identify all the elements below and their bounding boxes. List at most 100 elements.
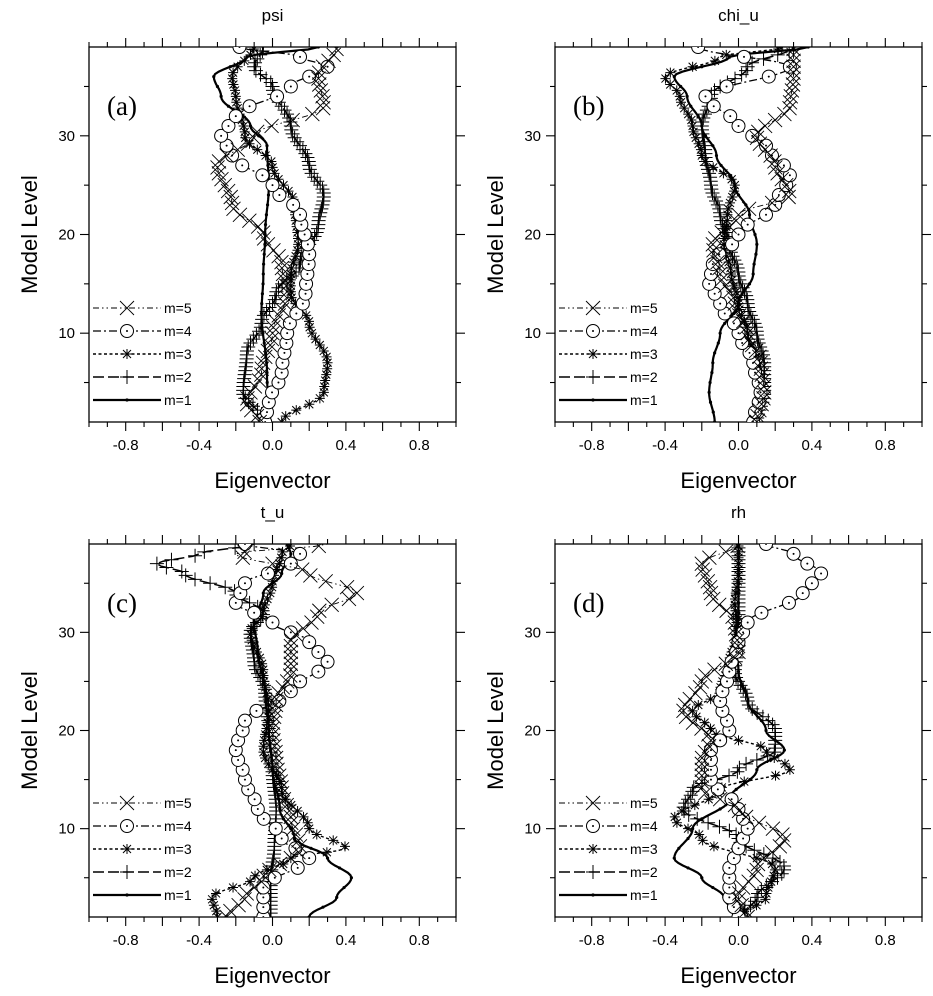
data-point [739, 906, 750, 917]
legend-marker [586, 865, 600, 879]
data-point [263, 242, 267, 246]
data-point [245, 629, 256, 640]
data-point [718, 239, 729, 250]
data-point [697, 744, 713, 760]
data-point [695, 115, 710, 129]
data-point [731, 207, 746, 223]
data-point [243, 402, 259, 418]
data-point [749, 324, 764, 339]
data-point [283, 632, 299, 648]
data-point [322, 363, 333, 374]
x-tick-label: 0.0 [262, 932, 283, 949]
data-point [247, 605, 262, 620]
data-point [763, 882, 774, 893]
data-point [708, 162, 719, 173]
data-point [320, 654, 335, 669]
series-markers-m4 [691, 47, 797, 422]
data-point [782, 94, 798, 110]
data-point [676, 805, 687, 816]
data-point [313, 83, 329, 98]
data-point [298, 286, 313, 301]
data-point [265, 144, 269, 148]
legend-marker [120, 819, 134, 833]
data-point [266, 193, 271, 197]
data-point [238, 120, 249, 131]
data-point [293, 239, 304, 250]
data-point [770, 770, 781, 781]
data-point [280, 571, 284, 576]
data-point [304, 316, 314, 327]
data-point [728, 213, 744, 229]
data-point [685, 784, 700, 799]
data-point [293, 138, 308, 153]
data-point [271, 248, 286, 264]
legend-item: m=1 [93, 887, 192, 903]
data-point [262, 300, 277, 315]
data-point [254, 316, 269, 331]
data-point [278, 278, 294, 294]
data-point [741, 331, 757, 347]
data-point [689, 104, 693, 108]
data-point [337, 866, 342, 870]
data-point [722, 215, 733, 226]
data-point [777, 106, 792, 122]
data-point [728, 280, 739, 291]
data-point [731, 611, 742, 622]
data-point [258, 741, 269, 752]
data-point [207, 894, 218, 905]
data-point [259, 735, 270, 746]
data-point [719, 163, 723, 168]
data-point [314, 340, 325, 351]
data-point [786, 47, 801, 54]
data-point [764, 728, 768, 733]
panel-2: -0.8 -0.4 0.0 0.4 0.8 10 20 30 t_u Eigenvector Mod… [17, 503, 465, 988]
data-point [289, 827, 293, 831]
data-point [349, 585, 365, 601]
data-point [738, 686, 753, 701]
data-point [691, 47, 706, 54]
data-point [278, 858, 289, 869]
data-point [251, 617, 262, 628]
x-tick-label: 0.4 [801, 932, 822, 949]
data-point [694, 762, 710, 778]
y-tick-label: 10 [524, 821, 541, 838]
data-point [776, 858, 791, 873]
data-point [236, 115, 247, 126]
data-point [686, 866, 690, 870]
data-point [261, 262, 266, 266]
data-point [806, 47, 810, 49]
data-point [264, 213, 269, 217]
data-point [149, 556, 164, 571]
data-point [711, 361, 715, 365]
data-point [268, 697, 284, 713]
data-point [292, 805, 303, 816]
data-point [756, 390, 771, 406]
y-tick-label: 10 [58, 325, 75, 342]
data-point [728, 173, 732, 177]
data-point [260, 343, 276, 359]
data-point [239, 343, 254, 358]
data-point [742, 345, 757, 360]
data-point [677, 697, 693, 713]
data-point [238, 363, 253, 378]
data-point [275, 266, 291, 282]
data-point [245, 876, 256, 887]
data-point [749, 130, 765, 146]
data-point [263, 711, 274, 722]
data-point [311, 544, 327, 554]
data-point [741, 874, 756, 889]
data-point [751, 272, 755, 276]
data-point [679, 103, 690, 114]
data-point [291, 405, 302, 416]
data-point [316, 186, 331, 201]
data-point [708, 380, 712, 385]
data-point [720, 227, 731, 238]
data-point [747, 213, 752, 217]
data-point [729, 593, 740, 604]
data-point [178, 568, 193, 583]
data-point [321, 905, 325, 909]
data-point [228, 882, 239, 893]
legend-marker [591, 398, 595, 402]
data-point [224, 195, 240, 211]
data-point [694, 721, 709, 736]
